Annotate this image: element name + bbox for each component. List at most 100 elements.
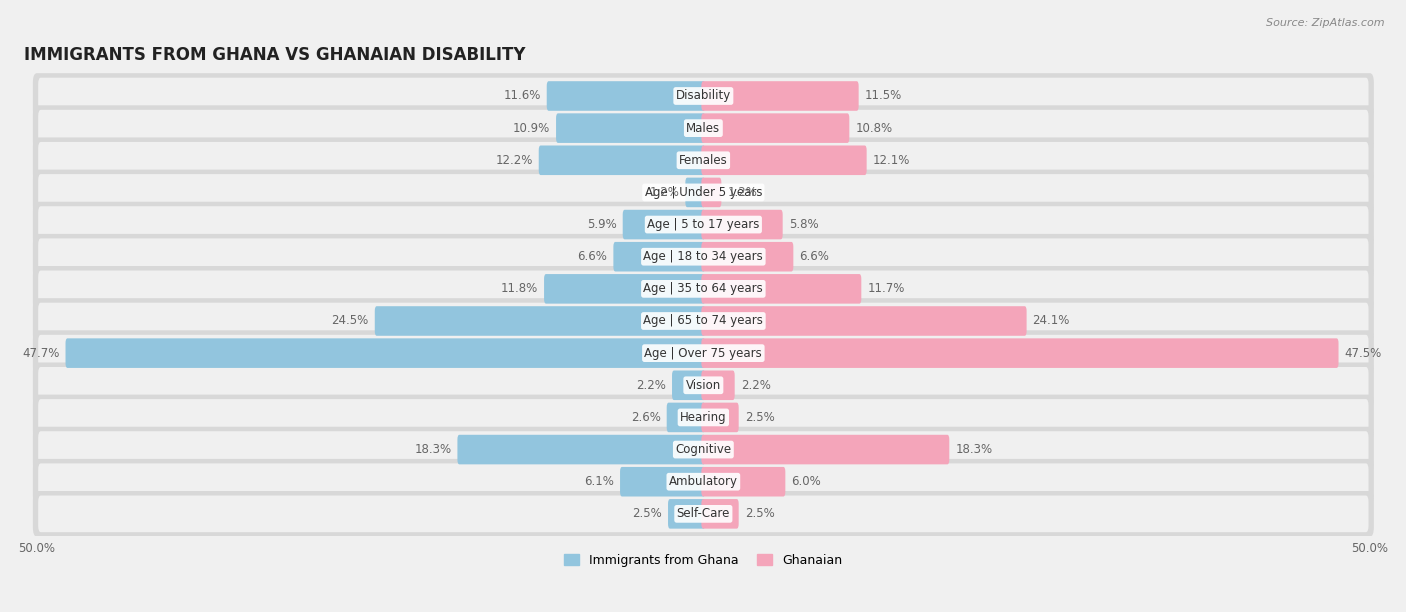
FancyBboxPatch shape [702,177,721,207]
FancyBboxPatch shape [38,303,1368,339]
Text: Vision: Vision [686,379,721,392]
FancyBboxPatch shape [702,113,849,143]
Text: Age | Over 75 years: Age | Over 75 years [644,346,762,360]
FancyBboxPatch shape [613,242,706,272]
FancyBboxPatch shape [685,177,706,207]
FancyBboxPatch shape [38,78,1368,114]
Text: IMMIGRANTS FROM GHANA VS GHANAIAN DISABILITY: IMMIGRANTS FROM GHANA VS GHANAIAN DISABI… [24,46,524,64]
FancyBboxPatch shape [702,370,735,400]
Text: Ambulatory: Ambulatory [669,475,738,488]
Text: 24.1%: 24.1% [1032,315,1070,327]
FancyBboxPatch shape [623,210,706,239]
FancyBboxPatch shape [38,142,1368,179]
FancyBboxPatch shape [38,496,1368,532]
FancyBboxPatch shape [38,367,1368,403]
Text: Males: Males [686,122,720,135]
FancyBboxPatch shape [702,338,1339,368]
FancyBboxPatch shape [547,81,706,111]
Text: 2.5%: 2.5% [745,411,775,424]
Text: Source: ZipAtlas.com: Source: ZipAtlas.com [1267,18,1385,28]
Text: 6.1%: 6.1% [583,475,614,488]
Text: 11.5%: 11.5% [865,89,901,102]
FancyBboxPatch shape [38,271,1368,307]
Text: 5.8%: 5.8% [789,218,818,231]
Text: 47.7%: 47.7% [22,346,59,360]
Text: 5.9%: 5.9% [586,218,617,231]
FancyBboxPatch shape [702,403,738,432]
FancyBboxPatch shape [38,399,1368,436]
Legend: Immigrants from Ghana, Ghanaian: Immigrants from Ghana, Ghanaian [560,549,848,572]
FancyBboxPatch shape [702,210,783,239]
FancyBboxPatch shape [32,266,1374,312]
FancyBboxPatch shape [666,403,706,432]
Text: Age | 35 to 64 years: Age | 35 to 64 years [644,282,763,296]
FancyBboxPatch shape [32,395,1374,440]
FancyBboxPatch shape [32,105,1374,151]
Text: 2.5%: 2.5% [745,507,775,520]
FancyBboxPatch shape [702,435,949,465]
Text: Cognitive: Cognitive [675,443,731,456]
FancyBboxPatch shape [32,170,1374,215]
FancyBboxPatch shape [620,467,706,496]
FancyBboxPatch shape [32,202,1374,247]
FancyBboxPatch shape [32,427,1374,472]
FancyBboxPatch shape [668,499,706,529]
FancyBboxPatch shape [672,370,706,400]
Text: 47.5%: 47.5% [1344,346,1382,360]
FancyBboxPatch shape [702,274,862,304]
Text: 24.5%: 24.5% [332,315,368,327]
FancyBboxPatch shape [66,338,706,368]
FancyBboxPatch shape [32,73,1374,119]
FancyBboxPatch shape [32,234,1374,280]
FancyBboxPatch shape [38,463,1368,500]
FancyBboxPatch shape [38,206,1368,243]
Text: Age | 18 to 34 years: Age | 18 to 34 years [644,250,763,263]
FancyBboxPatch shape [32,298,1374,344]
Text: 2.2%: 2.2% [636,379,666,392]
FancyBboxPatch shape [702,242,793,272]
FancyBboxPatch shape [702,306,1026,336]
Text: 11.8%: 11.8% [501,282,538,296]
Text: 11.7%: 11.7% [868,282,904,296]
FancyBboxPatch shape [702,81,859,111]
Text: 6.6%: 6.6% [800,250,830,263]
Text: 2.6%: 2.6% [631,411,661,424]
Text: 12.2%: 12.2% [495,154,533,167]
Text: Hearing: Hearing [681,411,727,424]
Text: Females: Females [679,154,728,167]
FancyBboxPatch shape [38,335,1368,371]
Text: 10.8%: 10.8% [855,122,893,135]
Text: Age | Under 5 years: Age | Under 5 years [644,186,762,199]
Text: 10.9%: 10.9% [513,122,550,135]
Text: 2.5%: 2.5% [633,507,662,520]
FancyBboxPatch shape [38,174,1368,211]
Text: 2.2%: 2.2% [741,379,770,392]
FancyBboxPatch shape [32,491,1374,537]
Text: 6.0%: 6.0% [792,475,821,488]
FancyBboxPatch shape [702,467,786,496]
FancyBboxPatch shape [38,110,1368,146]
FancyBboxPatch shape [38,239,1368,275]
Text: 1.2%: 1.2% [727,186,758,199]
FancyBboxPatch shape [702,499,738,529]
Text: 18.3%: 18.3% [955,443,993,456]
Text: 18.3%: 18.3% [415,443,451,456]
Text: Age | 5 to 17 years: Age | 5 to 17 years [647,218,759,231]
Text: Disability: Disability [676,89,731,102]
FancyBboxPatch shape [457,435,706,465]
FancyBboxPatch shape [544,274,706,304]
FancyBboxPatch shape [32,459,1374,504]
FancyBboxPatch shape [702,146,866,175]
FancyBboxPatch shape [538,146,706,175]
Text: 11.6%: 11.6% [503,89,541,102]
Text: 6.6%: 6.6% [578,250,607,263]
Text: 1.2%: 1.2% [650,186,679,199]
Text: 12.1%: 12.1% [873,154,910,167]
FancyBboxPatch shape [375,306,706,336]
FancyBboxPatch shape [32,138,1374,183]
Text: Age | 65 to 74 years: Age | 65 to 74 years [644,315,763,327]
Text: Self-Care: Self-Care [676,507,730,520]
FancyBboxPatch shape [32,330,1374,376]
FancyBboxPatch shape [555,113,706,143]
FancyBboxPatch shape [32,362,1374,408]
